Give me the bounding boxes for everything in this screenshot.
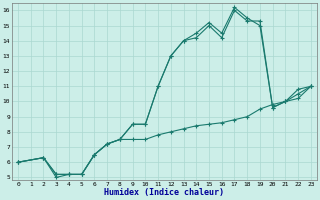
X-axis label: Humidex (Indice chaleur): Humidex (Indice chaleur) bbox=[104, 188, 224, 197]
